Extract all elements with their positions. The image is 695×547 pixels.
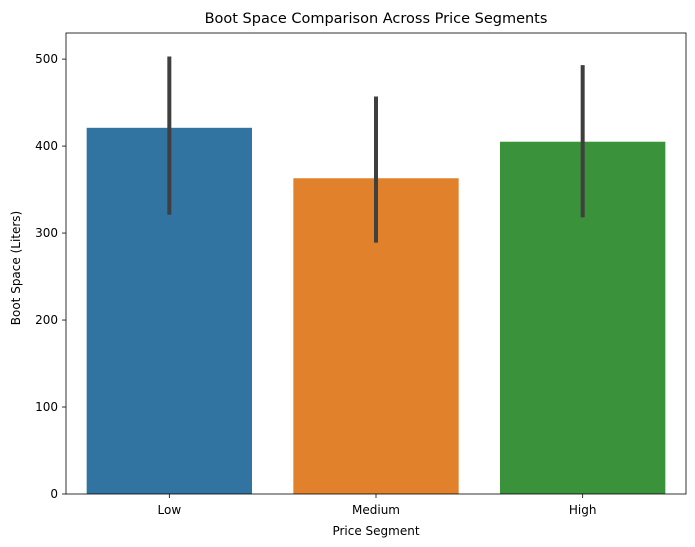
x-tick-label-high: High [569,503,597,517]
x-axis-label: Price Segment [332,524,419,538]
y-tick-label: 100 [35,400,58,414]
x-tick-label-low: Low [158,503,182,517]
y-tick-label: 300 [35,226,58,240]
x-tick-label-medium: Medium [352,503,400,517]
y-tick-label: 0 [50,487,58,501]
y-axis-label: Boot Space (Liters) [9,211,23,325]
x-axis: Low Medium High [158,494,597,517]
y-tick-label: 500 [35,52,58,66]
error-bars-layer [167,56,585,243]
chart-title: Boot Space Comparison Across Price Segme… [205,11,548,27]
y-axis: 0 100 200 300 400 500 [35,52,66,501]
y-tick-label: 200 [35,313,58,327]
y-tick-label: 400 [35,139,58,153]
